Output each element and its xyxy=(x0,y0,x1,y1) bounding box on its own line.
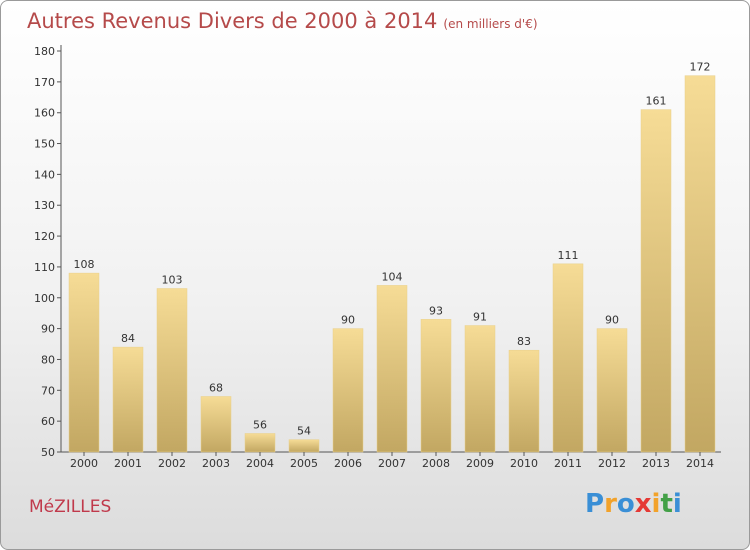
data-label-2011: 111 xyxy=(558,249,579,262)
data-label-2008: 93 xyxy=(429,304,443,317)
bar-2008 xyxy=(420,319,452,453)
x-tick-label-2012: 2012 xyxy=(598,457,626,470)
x-tick-label-2010: 2010 xyxy=(510,457,538,470)
bar-2010 xyxy=(508,349,540,453)
logo-letter: P xyxy=(585,489,605,519)
bar-2014 xyxy=(684,75,716,453)
commune-name: MéZILLES xyxy=(29,497,112,517)
y-tick-label: 180 xyxy=(34,45,55,58)
x-tick-label-2003: 2003 xyxy=(202,457,230,470)
x-tick-label-2007: 2007 xyxy=(378,457,406,470)
chart-title: Autres Revenus Divers de 2000 à 2014 (en … xyxy=(27,9,538,33)
x-tick-label-2006: 2006 xyxy=(334,457,362,470)
logo-letter: t xyxy=(660,489,673,519)
y-tick-label: 130 xyxy=(34,199,55,212)
data-label-2010: 83 xyxy=(517,335,531,348)
y-tick-label: 100 xyxy=(34,292,55,305)
data-label-2007: 104 xyxy=(382,270,403,283)
y-tick-label: 170 xyxy=(34,76,55,89)
bar-2012 xyxy=(596,328,628,453)
data-label-2004: 56 xyxy=(253,418,267,431)
bar-2005 xyxy=(288,439,320,453)
data-label-2013: 161 xyxy=(646,95,667,108)
x-tick-label-2004: 2004 xyxy=(246,457,274,470)
x-tick-label-2014: 2014 xyxy=(686,457,714,470)
x-tick-label-2002: 2002 xyxy=(158,457,186,470)
y-tick-label: 140 xyxy=(34,168,55,181)
x-tick-label-2009: 2009 xyxy=(466,457,494,470)
proxiti-logo: Proxiti xyxy=(585,489,682,519)
x-tick-label-2011: 2011 xyxy=(554,457,582,470)
bar-2013 xyxy=(640,109,672,453)
logo-letter: r xyxy=(604,489,617,519)
data-label-2009: 91 xyxy=(473,311,487,324)
bar-2007 xyxy=(376,285,408,453)
y-tick-label: 110 xyxy=(34,261,55,274)
bar-2001 xyxy=(112,346,144,453)
data-label-2006: 90 xyxy=(341,314,355,327)
logo-letter: x xyxy=(634,489,652,519)
data-label-2001: 84 xyxy=(121,332,135,345)
data-label-2003: 68 xyxy=(209,381,223,394)
bar-2002 xyxy=(156,288,188,453)
bar-2004 xyxy=(244,433,276,453)
y-tick-label: 60 xyxy=(41,415,55,428)
y-tick-label: 90 xyxy=(41,323,55,336)
logo-letter: i xyxy=(672,489,682,519)
y-tick-label: 80 xyxy=(41,353,55,366)
bar-2009 xyxy=(464,325,496,453)
chart-title-text: Autres Revenus Divers de 2000 à 2014 xyxy=(27,9,438,33)
data-label-2014: 172 xyxy=(690,61,711,74)
y-tick-label: 120 xyxy=(34,230,55,243)
data-label-2000: 108 xyxy=(74,258,95,271)
x-tick-label-2008: 2008 xyxy=(422,457,450,470)
chart-unit: (en milliers d'€) xyxy=(443,17,538,31)
data-label-2012: 90 xyxy=(605,314,619,327)
bar-2003 xyxy=(200,396,232,453)
logo-letter: i xyxy=(651,489,661,519)
bar-2000 xyxy=(68,272,100,453)
x-tick-label-2005: 2005 xyxy=(290,457,318,470)
data-label-2005: 54 xyxy=(297,425,311,438)
data-label-2002: 103 xyxy=(162,274,183,287)
bar-2006 xyxy=(332,328,364,453)
bar-2011 xyxy=(552,263,584,453)
y-tick-label: 50 xyxy=(41,446,55,459)
y-tick-label: 150 xyxy=(34,138,55,151)
y-tick-label: 160 xyxy=(34,107,55,120)
x-tick-label-2013: 2013 xyxy=(642,457,670,470)
logo-letter: o xyxy=(616,489,635,519)
x-tick-label-2000: 2000 xyxy=(70,457,98,470)
x-tick-label-2001: 2001 xyxy=(114,457,142,470)
y-tick-label: 70 xyxy=(41,384,55,397)
